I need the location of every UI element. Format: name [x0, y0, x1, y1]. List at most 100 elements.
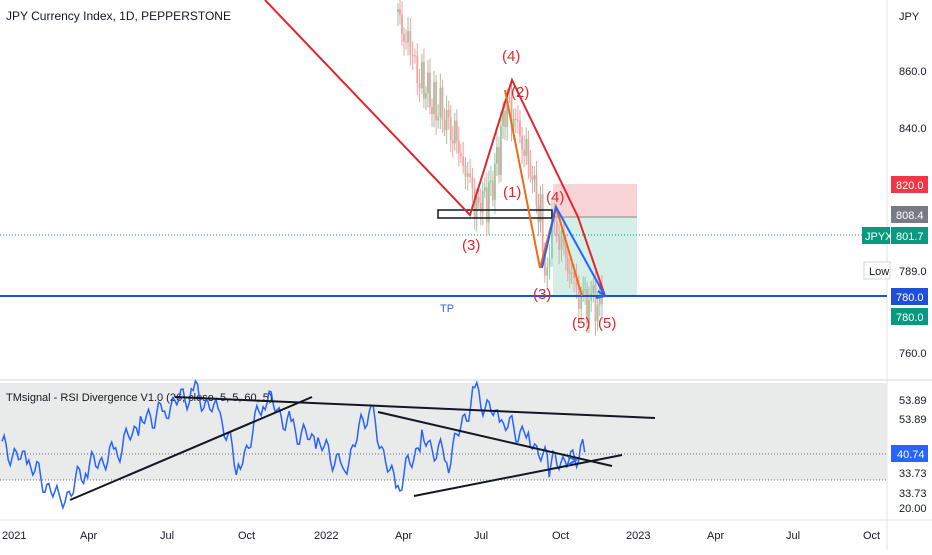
candle-body	[399, 9, 401, 16]
projection-blue[interactable]	[541, 204, 606, 297]
indicator-tick-33a: 33.73	[899, 468, 927, 480]
candle-body	[577, 287, 580, 309]
candle-body	[494, 163, 496, 201]
candle-body	[573, 272, 575, 279]
candle-body	[445, 110, 448, 131]
candle-body	[586, 289, 588, 323]
candle-body	[427, 72, 429, 94]
candle-body	[498, 146, 500, 175]
candle-body	[496, 146, 498, 164]
last-price-text: 801.7	[896, 231, 924, 243]
candle-body	[592, 285, 595, 294]
candle-body	[425, 93, 427, 99]
elliott-wave-main[interactable]	[264, 0, 606, 297]
wave-label-3-right: (3)	[533, 286, 551, 303]
indicator-tick-20: 20.00	[899, 503, 927, 515]
candle-body	[477, 196, 480, 203]
indicator-tick-33b: 33.73	[899, 488, 927, 500]
candle-body	[469, 173, 471, 178]
candle-body	[416, 55, 419, 83]
wave-label-3-left: (3)	[462, 237, 480, 254]
candle-body	[525, 138, 528, 156]
candle-body	[481, 190, 484, 213]
candle-body	[546, 267, 549, 276]
candle-body	[423, 62, 425, 99]
price-tick-860: 860.0	[899, 66, 927, 78]
candle-body	[582, 290, 585, 294]
low-label-text: Low	[869, 266, 889, 278]
candle-body	[521, 136, 523, 150]
candle-body	[580, 293, 583, 309]
candle-body	[584, 289, 586, 291]
entry-price-text: 808.4	[896, 210, 924, 222]
candle-body	[531, 176, 534, 180]
candle-body	[437, 116, 440, 121]
candle-body	[510, 97, 513, 128]
time-label-jul-2021: Jul	[160, 530, 174, 542]
candle-body	[453, 120, 456, 144]
candle-body	[475, 196, 478, 218]
rsi-series-line	[1, 379, 586, 511]
candle-body	[443, 119, 446, 131]
candle-body	[568, 272, 571, 274]
symbol-short-tag	[862, 227, 890, 244]
stop-price-text: 820.0	[896, 180, 924, 192]
time-label-apr-2022: Apr	[395, 530, 412, 542]
candle-body	[405, 41, 407, 43]
candle-body	[506, 97, 509, 128]
stop-price-tag	[891, 176, 928, 193]
price-axis-unit: JPY	[899, 11, 920, 23]
trendline-support-2022[interactable]	[413, 454, 623, 497]
candle-body	[397, 9, 399, 12]
indicator-value-tag	[891, 445, 928, 462]
indicator-title: TMsignal - RSI Divergence V1.0 (26, clos…	[6, 392, 273, 404]
candle-body	[514, 119, 517, 121]
candle-body	[483, 187, 486, 191]
candle-body	[433, 82, 435, 115]
wave-label-2: (2)	[511, 84, 529, 101]
indicator-tick-53b: 53.89	[899, 414, 927, 426]
wave-label-4-top: (4)	[502, 48, 520, 65]
wave-label-5-orange: (5)	[572, 315, 590, 332]
candle-body	[418, 82, 421, 89]
trendline-resistance-2022[interactable]	[377, 411, 613, 467]
candle-body	[539, 194, 542, 222]
candle-body	[485, 187, 488, 223]
time-label-jul-2023: Jul	[786, 530, 800, 542]
candle-body	[594, 285, 597, 322]
indicator-band	[0, 383, 887, 480]
candle-body	[455, 120, 458, 141]
candle-body	[508, 97, 511, 99]
candle-body	[471, 177, 474, 189]
candle-body	[535, 175, 538, 206]
candle-body	[457, 140, 460, 154]
candle-body	[403, 34, 405, 42]
tp-price-tag-blue	[891, 288, 928, 305]
time-label-oct-2021: Oct	[238, 530, 255, 542]
time-label-2022: 2022	[314, 530, 338, 542]
candle-body	[401, 15, 403, 35]
candle-body	[489, 180, 492, 183]
candle-body	[447, 110, 450, 118]
candle-body	[491, 180, 494, 201]
candle-body	[575, 278, 578, 288]
time-label-jul-2022: Jul	[474, 530, 488, 542]
rsi-arrow-head	[567, 456, 579, 466]
support-box[interactable]	[437, 209, 553, 219]
time-label-2021: 2021	[2, 530, 26, 542]
low-value-text: 789.0	[899, 266, 927, 278]
candle-body	[512, 119, 515, 128]
candle-body	[548, 258, 551, 268]
candle-body	[551, 211, 553, 259]
time-label-apr-2021: Apr	[80, 530, 97, 542]
trendline-support-2021[interactable]	[69, 396, 313, 501]
trendline-resistance-top[interactable]	[174, 396, 656, 419]
indicator-value-text: 40.74	[897, 449, 925, 461]
candle-body	[466, 173, 469, 177]
candle-body	[502, 110, 504, 126]
wave-label-5-blue: (5)	[598, 315, 616, 332]
tp-price-tag-green	[891, 308, 928, 325]
candle-body	[529, 164, 532, 177]
time-label-oct-2022: Oct	[552, 530, 569, 542]
